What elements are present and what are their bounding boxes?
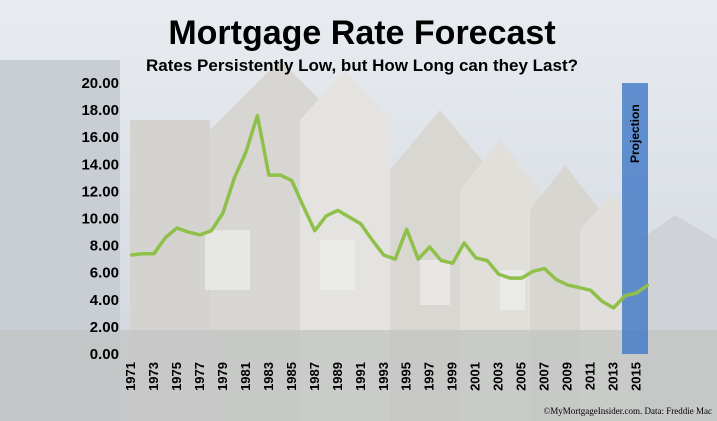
data-point [256,114,259,117]
data-point [485,259,489,262]
data-point [428,245,431,249]
data-point [141,252,144,255]
data-point [325,214,328,217]
x-tick-label: 2007 [537,362,552,391]
x-tick-label: 1985 [284,362,299,391]
y-tick-label: 8.00 [90,238,119,255]
data-point [175,226,179,230]
data-point [531,270,535,273]
x-tick-label: 1991 [353,362,368,391]
data-point [290,179,294,182]
x-tick-label: 1997 [422,362,437,391]
data-point [600,299,604,303]
x-tick-label: 1983 [261,362,276,391]
chart-subtitle: Rates Persistently Low, but How Long can… [146,56,578,75]
y-tick-label: 2.00 [90,319,119,336]
y-tick-label: 16.00 [81,129,119,146]
data-point [451,262,454,265]
data-point [187,230,190,234]
data-point [394,257,397,261]
data-point [313,229,317,232]
data-point [543,267,546,270]
y-axis: 0.00 2.00 4.00 6.00 8.00 10.00 12.00 14.00 16.00… [81,75,119,363]
series-group [129,113,650,310]
data-point [129,253,133,257]
x-tick-label: 2003 [491,362,506,391]
data-point [623,294,627,297]
y-tick-label: 18.00 [81,102,119,119]
data-point [612,306,615,310]
data-point [371,238,374,242]
data-point [359,222,362,226]
data-point [635,291,638,295]
x-axis: 1971 1973 1975 1977 1979 1981 1983 1985 1987 1989… [123,362,644,391]
data-point [164,236,167,239]
x-tick-label: 1999 [445,362,460,391]
x-tick-label: 1981 [238,362,253,391]
data-point [233,176,236,180]
data-point [302,205,305,208]
x-tick-label: 1995 [399,362,414,391]
data-point [508,276,512,280]
x-tick-label: 1973 [146,362,161,391]
data-point [348,215,351,219]
projection-band [622,83,648,354]
x-tick-label: 1977 [192,362,207,391]
y-tick-label: 6.00 [90,265,119,282]
y-tick-label: 14.00 [81,156,119,173]
data-point [221,211,225,215]
projection-label: Projection [628,104,642,163]
data-point [382,253,385,257]
data-point [577,286,581,289]
data-point [554,278,558,281]
x-tick-label: 1987 [307,362,322,391]
data-point [417,257,420,261]
data-point [405,228,408,231]
data-point [244,150,248,154]
data-point [474,256,477,259]
x-tick-label: 1989 [330,362,345,391]
x-tick-label: 2015 [629,362,644,391]
data-point [520,276,523,280]
credit-text: ©MyMortgageInsider.com. Data: Freddie Ma… [543,406,712,416]
y-tick-label: 10.00 [81,211,119,228]
x-tick-label: 1993 [376,362,391,391]
y-tick-label: 12.00 [81,183,119,200]
x-tick-label: 2001 [468,362,483,391]
x-tick-label: 1971 [123,362,138,391]
x-tick-label: 2009 [560,362,575,391]
data-point [267,173,271,177]
y-tick-label: 20.00 [81,75,119,92]
data-point [440,259,443,262]
x-tick-label: 1979 [215,362,230,391]
data-point [152,252,156,255]
chart-title: Mortgage Rate Forecast [168,14,555,52]
data-point [462,241,466,245]
data-point [497,272,500,276]
y-tick-label: 0.00 [90,346,119,363]
data-point [566,283,569,287]
data-point [279,173,282,177]
x-tick-label: 2005 [514,362,529,391]
x-tick-label: 2011 [583,362,598,390]
data-point [646,283,650,287]
data-point [198,233,202,236]
y-tick-label: 4.00 [90,292,119,309]
series-line [130,113,650,310]
x-tick-label: 2013 [606,362,621,391]
data-point [210,229,213,232]
data-point [589,289,592,292]
data-point [336,209,339,212]
x-tick-label: 1975 [169,362,184,391]
